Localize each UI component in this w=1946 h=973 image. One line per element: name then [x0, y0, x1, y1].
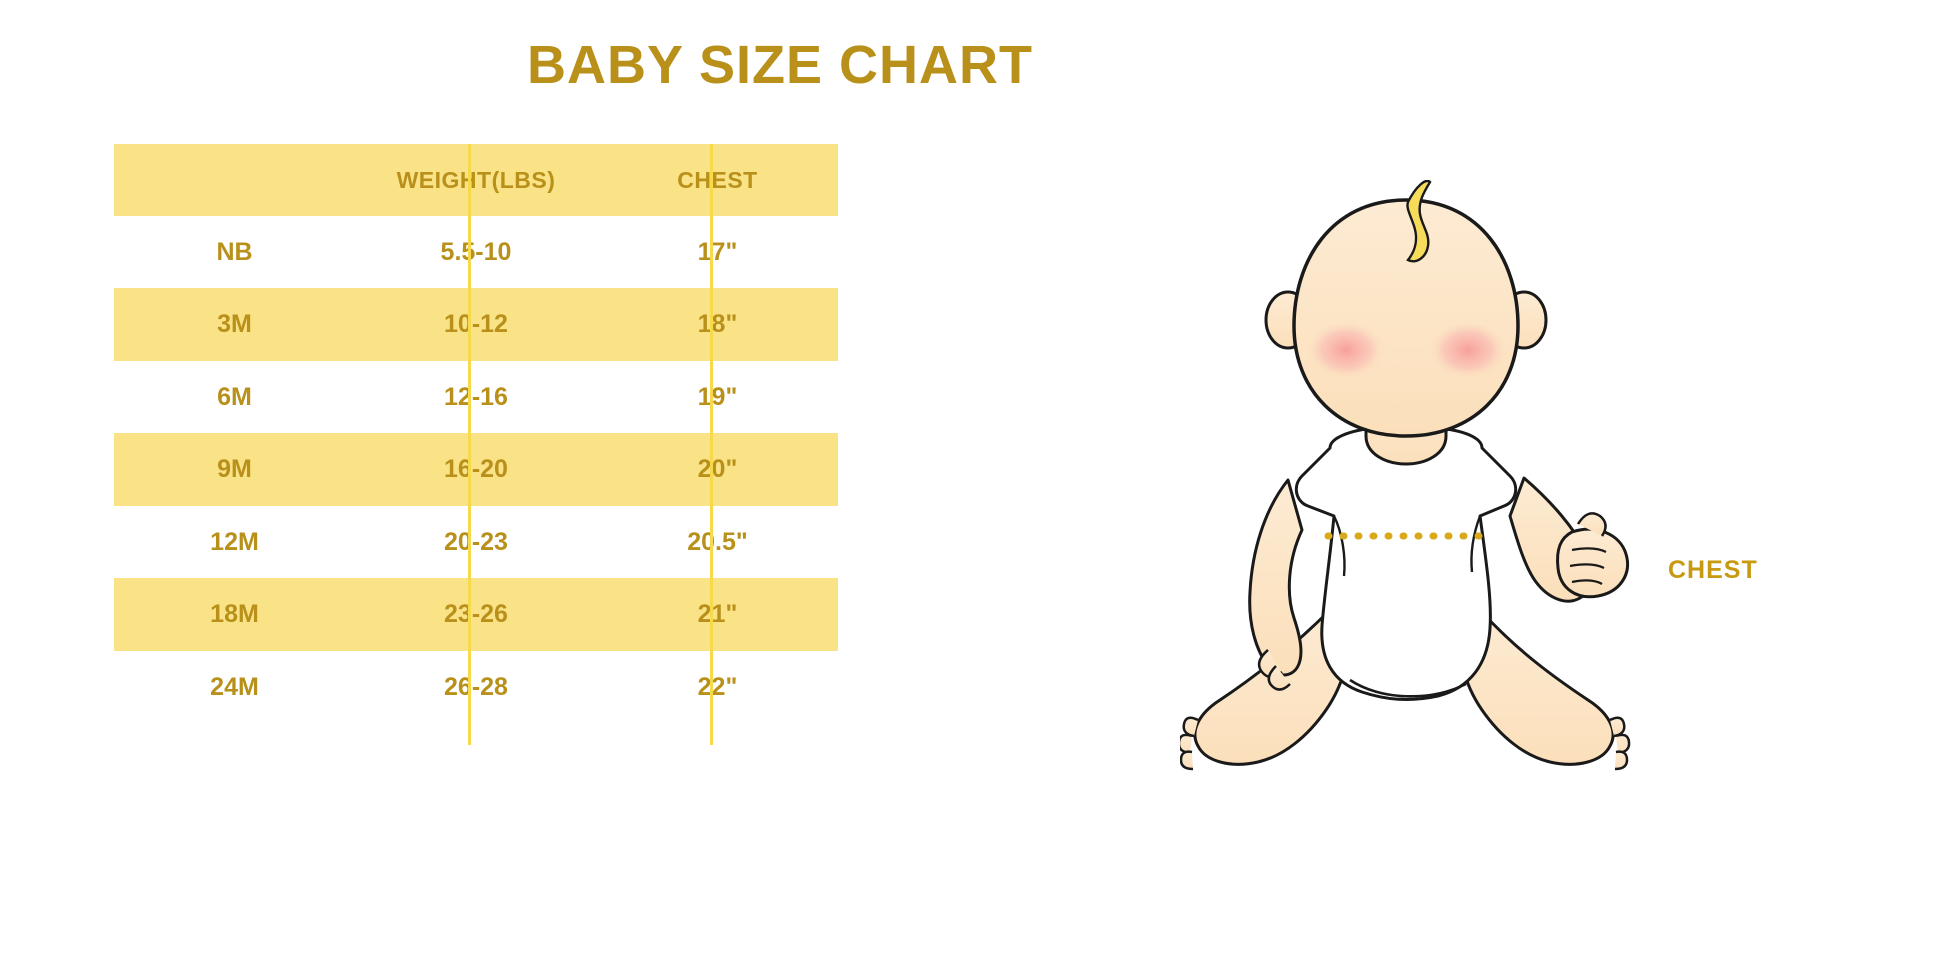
cell-chest: 17" — [697, 237, 738, 266]
header-chest: CHEST — [677, 166, 758, 193]
right-arm — [1508, 476, 1629, 603]
right-leg — [1458, 608, 1631, 771]
cell-weight: 20-23 — [444, 527, 508, 556]
cell-size: 12M — [210, 527, 259, 556]
cell-weight: 12-16 — [444, 382, 508, 411]
table-header-row: WEIGHT(LBS) CHEST — [114, 144, 838, 216]
cell-size: NB — [216, 237, 253, 266]
cell-weight: 23-26 — [444, 600, 508, 628]
cell-chest: 18" — [697, 310, 738, 338]
table-row: 3M 10-12 18" — [114, 288, 838, 361]
cell-chest: 21" — [697, 600, 738, 628]
cell-size: 24M — [210, 672, 259, 701]
header-weight: WEIGHT(LBS) — [396, 166, 556, 193]
table-row: 24M 26-28 22" — [114, 651, 838, 723]
cell-chest: 20.5" — [687, 527, 748, 556]
table-row: NB 5.5-10 17" — [114, 216, 838, 288]
column-divider-1 — [468, 144, 471, 745]
baby-illustration — [1177, 179, 1700, 800]
hair-curl — [1406, 179, 1432, 263]
table-row: 12M 20-23 20.5" — [114, 506, 838, 578]
column-divider-2 — [710, 144, 713, 745]
cell-size: 3M — [217, 310, 252, 338]
table-row: 6M 12-16 19" — [114, 361, 838, 433]
size-table: WEIGHT(LBS) CHEST NB 5.5-10 17" 3M 10-12… — [114, 144, 838, 745]
cell-weight: 26-28 — [444, 672, 508, 701]
cell-weight: 5.5-10 — [440, 237, 512, 266]
onesie — [1294, 426, 1518, 701]
right-fist — [1556, 512, 1629, 599]
cell-weight: 10-12 — [444, 310, 508, 338]
cell-size: 6M — [217, 382, 252, 411]
cell-chest: 20" — [697, 455, 738, 483]
page-title: BABY SIZE CHART — [526, 35, 1034, 95]
left-arm — [1248, 478, 1304, 691]
cell-size: 18M — [210, 600, 259, 628]
cell-size: 9M — [217, 455, 252, 483]
cell-chest: 19" — [697, 382, 738, 411]
cell-weight: 16-20 — [444, 455, 508, 483]
table-row: 18M 23-26 21" — [114, 578, 838, 651]
cell-chest: 22" — [697, 672, 738, 701]
table-row: 9M 16-20 20" — [114, 433, 838, 506]
left-cheek — [1306, 320, 1386, 380]
right-cheek — [1428, 320, 1508, 380]
chest-label: CHEST — [1668, 556, 1758, 584]
head — [1292, 198, 1520, 438]
